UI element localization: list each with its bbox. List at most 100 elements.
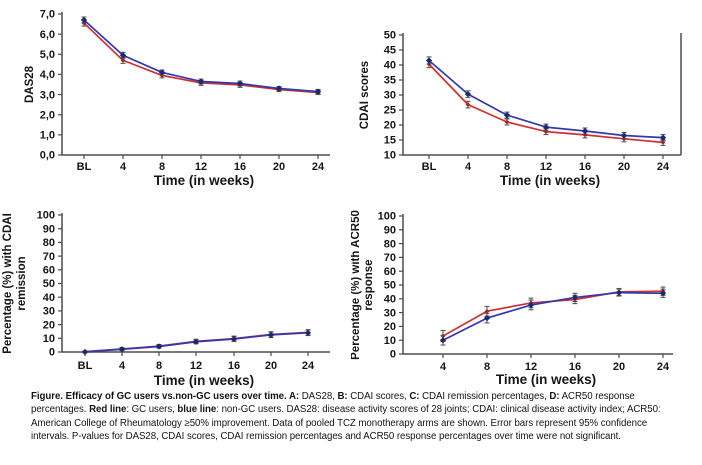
caption-segment: B: [337, 391, 348, 402]
data-point-marker-non-gc-users [464, 90, 472, 98]
y-tick-label: 60 [384, 266, 396, 278]
data-point-marker-non-gc-users [620, 132, 628, 139]
y-tick-label: 2,0 [40, 109, 55, 121]
axis-lines [61, 12, 330, 156]
x-tick-label: 8 [156, 360, 162, 372]
y-tick-label: 90 [43, 223, 55, 235]
y-tick-label: 10 [384, 150, 396, 162]
data-point-marker-non-gc-users [542, 123, 550, 131]
data-point-marker-non-gc-users [615, 289, 623, 296]
x-tick-label: 4 [440, 361, 447, 373]
caption-segment: ACR50 response percentages. [31, 391, 635, 416]
x-tick-label: BL [422, 161, 437, 173]
y-tick-label: 35 [384, 75, 396, 87]
x-tick-label: 12 [525, 361, 537, 373]
y-tick-label: 50 [384, 30, 396, 42]
x-tick-label: 16 [569, 361, 581, 373]
x-tick-label: 24 [657, 161, 670, 173]
series-line-gc-users [442, 290, 664, 337]
caption-segment: DAS28, [299, 391, 338, 402]
y-tick-label: 80 [384, 238, 396, 250]
y-tick-label: 20 [43, 319, 55, 331]
x-tick-label: 16 [228, 360, 240, 372]
x-axis-title: Time (in weeks) [500, 173, 600, 188]
caption-segment: D: [549, 391, 560, 402]
data-point-marker-gc-users [120, 57, 126, 63]
data-point-marker-non-gc-users [192, 338, 200, 345]
y-tick-label: 25 [384, 105, 396, 117]
y-tick-label: 50 [384, 280, 396, 292]
y-axis-title: CDAI scores [359, 61, 371, 129]
y-tick-label: 40 [384, 294, 396, 306]
y-tick-label: 45 [384, 45, 396, 57]
y-axis-title: remission [16, 256, 28, 310]
caption-segment: Figure. Efficacy of GC users vs.non-GC u… [31, 391, 289, 402]
y-tick-label: 100 [37, 210, 55, 222]
x-tick-label: 8 [159, 161, 165, 173]
x-axis-title: Time (in weeks) [496, 372, 596, 387]
y-axis-title: Percentage (%) with CDAI [2, 213, 14, 354]
y-tick-label: 20 [384, 120, 396, 132]
x-tick-label: 24 [312, 161, 325, 173]
caption-segment: CDAI remission percentages, [419, 391, 550, 402]
y-tick-label: 1,0 [40, 130, 55, 142]
y-tick-label: 4,0 [40, 69, 55, 81]
data-point-marker-non-gc-users [304, 329, 312, 336]
chart-panel-b-cdai-scores: 10 15 20 25 30 35 40 45 50 BL 4 8 12 16 20 24 Time (in w… [359, 30, 682, 188]
y-tick-label: 30 [384, 90, 396, 102]
x-tick-label: BL [77, 161, 92, 173]
y-axis-title: DAS28 [24, 65, 36, 103]
x-tick-label: 4 [119, 360, 126, 372]
y-tick-label: 0 [390, 349, 396, 361]
x-tick-label: 12 [195, 161, 207, 173]
y-tick-label: 40 [43, 292, 55, 304]
caption-segment: A: [288, 391, 300, 402]
y-tick-label: 5,0 [40, 49, 55, 61]
caption-segment: : non-GC users. DAS28: disease activity … [31, 404, 661, 443]
y-tick-label: 10 [384, 335, 396, 347]
y-axis-title: Percentage (%) with ACR50 [351, 210, 362, 360]
x-tick-label: 24 [302, 360, 315, 372]
x-tick-label: BL [78, 360, 93, 372]
y-tick-label: 6,0 [40, 29, 55, 41]
y-tick-label: 60 [43, 265, 55, 277]
x-tick-label: 8 [504, 161, 510, 173]
x-tick-label: 12 [540, 161, 552, 173]
data-point-marker-non-gc-users [275, 85, 283, 92]
y-tick-label: 15 [384, 135, 396, 147]
chart-panel-a-das28: 0,0 1,0 2,0 3,0 4,0 5,0 6,0 7,0 BL 4 8 12 16 20 24 Time… [24, 9, 330, 188]
x-tick-label: 24 [657, 361, 670, 373]
y-tick-label: 0,0 [40, 150, 55, 162]
x-tick-label: 20 [265, 360, 277, 372]
x-tick-label: 12 [190, 360, 202, 372]
x-axis-title: Time (in weeks) [154, 373, 254, 388]
y-tick-label: 70 [43, 251, 55, 263]
axis-lines [61, 213, 330, 353]
caption-segment: C: [409, 391, 420, 402]
caption-segment: : GC users, [126, 404, 178, 416]
data-point-marker-non-gc-users [80, 16, 88, 24]
x-tick-label: 4 [465, 161, 472, 173]
y-tick-label: 20 [384, 321, 396, 333]
x-tick-label: 16 [234, 161, 246, 173]
y-tick-label: 7,0 [40, 9, 55, 21]
data-point-marker-non-gc-users [425, 57, 433, 64]
data-point-marker-non-gc-users [158, 69, 166, 76]
y-tick-label: 0 [49, 347, 55, 359]
figure-caption: Figure. Efficacy of GC users vs.non-GC u… [31, 390, 683, 444]
x-tick-label: 8 [484, 361, 490, 373]
y-tick-label: 30 [43, 306, 55, 318]
x-tick-label: 16 [579, 161, 591, 173]
data-point-marker-non-gc-users [314, 88, 322, 95]
y-tick-label: 70 [384, 252, 396, 264]
caption-segment: Red line [89, 404, 127, 416]
data-point-marker-non-gc-users [581, 127, 589, 135]
data-point-marker-non-gc-users [119, 52, 127, 59]
data-point-marker-non-gc-users [81, 348, 89, 356]
x-axis-title: Time (in weeks) [154, 173, 254, 188]
series-line-non-gc-users [442, 291, 664, 341]
data-point-marker-non-gc-users [439, 337, 447, 344]
